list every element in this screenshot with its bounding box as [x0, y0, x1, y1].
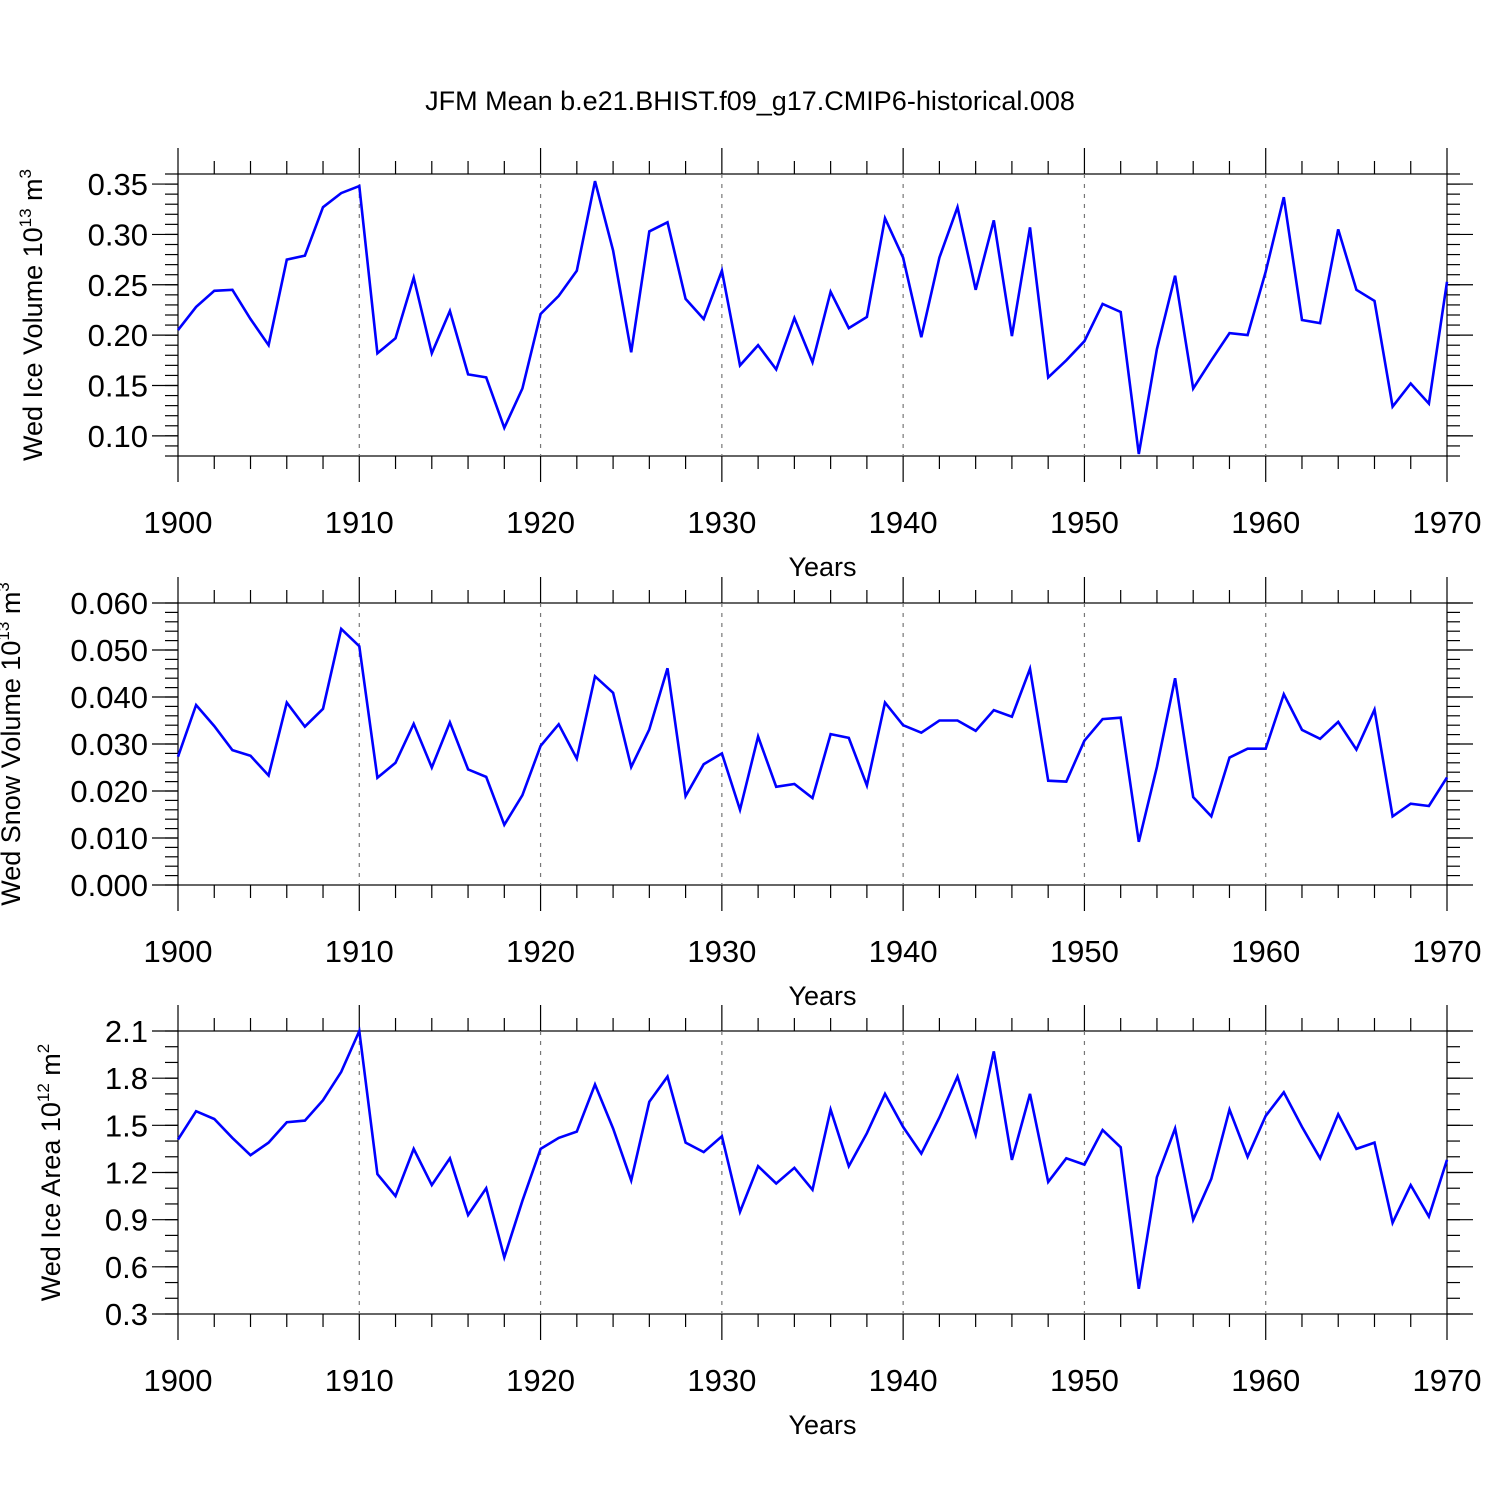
- y-label-text: Wed Ice Area 10: [36, 1102, 66, 1301]
- x-tick-label: 1960: [1231, 934, 1300, 969]
- x-tick-label: 1930: [687, 934, 756, 969]
- y-tick-label: 0.10: [88, 419, 148, 454]
- y-tick-label: 1.2: [105, 1156, 148, 1191]
- x-axis-label: Years: [788, 552, 856, 582]
- y-label-text: Wed Snow Volume 10: [0, 641, 26, 906]
- y-axis-label: Wed Snow Volume 1013 m3: [0, 582, 26, 906]
- x-tick-label: 1970: [1413, 1363, 1482, 1398]
- x-tick-label: 1940: [869, 934, 938, 969]
- y-label-exponent: 13: [16, 208, 35, 227]
- y-tick-label: 0.9: [105, 1203, 148, 1238]
- y-label-unit: m: [0, 592, 26, 622]
- x-axis-label: Years: [788, 1410, 856, 1440]
- y-label-unit-exponent: 2: [34, 1044, 53, 1053]
- y-label-unit: m: [18, 178, 48, 208]
- y-label-unit: m: [36, 1053, 66, 1083]
- x-tick-label: 1930: [687, 1363, 756, 1398]
- y-tick-label: 0.060: [70, 586, 148, 621]
- y-label-unit-exponent: 3: [16, 169, 35, 178]
- y-tick-label: 0.15: [88, 369, 148, 404]
- panel-2: 0.000 0.010 0.020 0.030 0.040 0.050 0.060 1900 1…: [0, 577, 1481, 1011]
- x-tick-label: 1900: [144, 934, 213, 969]
- x-tick-label: 1910: [325, 1363, 394, 1398]
- y-tick-label: 0.35: [88, 167, 148, 202]
- x-tick-label: 1910: [325, 934, 394, 969]
- x-tick-label: 1910: [325, 505, 394, 540]
- y-tick-label: 0.30: [88, 217, 148, 252]
- panel-1: 0.10 0.15 0.20 0.25 0.30 0.35 1900 1910 1920 1930…: [16, 148, 1481, 582]
- series-line: [176, 626, 1449, 843]
- y-tick-label: 0.010: [70, 821, 148, 856]
- y-label-unit-exponent: 3: [0, 582, 13, 591]
- x-tick-label: 1930: [687, 505, 756, 540]
- x-tick-label: 1970: [1413, 934, 1482, 969]
- y-tick-label: 0.25: [88, 268, 148, 303]
- panel-3: 0.3 0.6 0.9 1.2 1.5 1.8 2.1 1900 1910 1920 1930 194…: [34, 1005, 1481, 1440]
- panels: 0.10 0.15 0.20 0.25 0.30 0.35 1900 1910 1920 1930…: [0, 148, 1481, 1440]
- x-tick-label: 1940: [869, 505, 938, 540]
- y-tick-label: 0.3: [105, 1297, 148, 1332]
- x-tick-label: 1900: [144, 1363, 213, 1398]
- x-tick-label: 1950: [1050, 1363, 1119, 1398]
- x-tick-label: 1920: [506, 1363, 575, 1398]
- x-tick-label: 1900: [144, 505, 213, 540]
- y-tick-label: 1.8: [105, 1061, 148, 1096]
- y-tick-label: 0.6: [105, 1250, 148, 1285]
- series-line: [176, 1026, 1449, 1290]
- y-label-exponent: 13: [0, 622, 13, 641]
- y-axis-label: Wed Ice Volume 1013 m3: [16, 169, 48, 461]
- x-tick-label: 1950: [1050, 934, 1119, 969]
- y-label-exponent: 12: [34, 1083, 53, 1102]
- series-line: [176, 180, 1449, 455]
- x-tick-label: 1920: [506, 505, 575, 540]
- x-tick-label: 1960: [1231, 505, 1300, 540]
- x-axis-label: Years: [788, 981, 856, 1011]
- y-axis-label: Wed Ice Area 1012 m2: [34, 1044, 66, 1302]
- x-tick-label: 1940: [869, 1363, 938, 1398]
- x-tick-label: 1960: [1231, 1363, 1300, 1398]
- y-tick-label: 0.040: [70, 680, 148, 715]
- figure-title: JFM Mean b.e21.BHIST.f09_g17.CMIP6-histo…: [425, 86, 1075, 116]
- y-tick-label: 0.000: [70, 868, 148, 903]
- x-tick-label: 1950: [1050, 505, 1119, 540]
- y-tick-label: 1.5: [105, 1108, 148, 1143]
- y-label-text: Wed Ice Volume 10: [18, 227, 48, 461]
- y-tick-label: 0.050: [70, 633, 148, 668]
- y-tick-label: 0.020: [70, 774, 148, 809]
- y-tick-label: 2.1: [105, 1014, 148, 1049]
- y-tick-label: 0.030: [70, 727, 148, 762]
- x-tick-label: 1920: [506, 934, 575, 969]
- x-tick-label: 1970: [1413, 505, 1482, 540]
- y-tick-label: 0.20: [88, 318, 148, 353]
